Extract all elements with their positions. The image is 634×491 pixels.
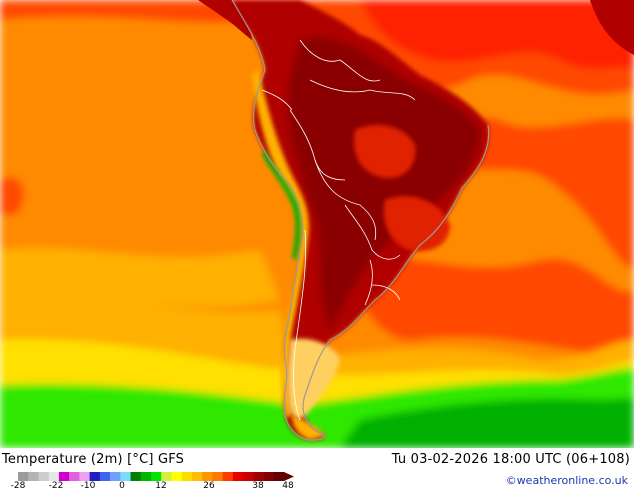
legend-swatch [161,472,172,481]
land-hottest-core [288,37,480,330]
legend-swatch [222,472,234,481]
legend-swatch [28,472,39,481]
country-borders [261,39,416,421]
legend-tick-label: 38 [252,481,264,491]
legend-swatch [181,472,193,481]
legend-tick-label: -22 [48,481,64,491]
legend-swatch [232,472,244,481]
ocean-atlantic-south [360,257,634,360]
legend-swatch [273,472,285,481]
ocean-south-cooler [0,297,634,390]
legend-swatch [202,472,213,481]
legend-swatch [18,472,29,481]
legend-swatch [58,472,70,481]
andes-green-streak [262,150,301,260]
continent [198,0,634,440]
legend-swatch [79,472,90,481]
legend-tick-label: -10 [80,481,96,491]
border-chile-argentina [293,229,307,421]
land-plateau-east [383,196,450,252]
border-colombia-venezuela [299,39,381,82]
border-argentina-uruguay [364,259,373,306]
legend-swatch [89,472,101,481]
ocean-south-cool [0,247,280,310]
legend-tick-label: -28 [10,481,26,491]
legend-swatch [110,472,121,481]
legend-tick-label: 0 [119,481,125,491]
tierra-del-fuego [292,415,325,440]
legend-swatch [38,472,49,481]
legend-swatch [69,472,80,481]
coastline [231,0,490,441]
patagonia-cool [287,338,340,419]
legend-tick-label: 26 [203,481,215,491]
legend-swatch [171,472,182,481]
temperature-map [0,0,634,448]
ocean-atlantic-tropic [360,0,634,70]
legend-swatch [99,472,111,481]
legend-swatch [48,472,60,481]
border-brazil-north [309,79,416,101]
border-paraguay [344,204,401,260]
footer-bar [0,448,634,490]
valid-time: Tu 03-02-2026 18:00 UTC (06+108) [391,452,630,467]
legend-swatch [253,472,264,481]
legend-swatch [140,472,152,481]
legend-swatch [263,472,275,481]
legend-tick-label: 12 [155,481,167,491]
legend-swatch [191,472,203,481]
andes-strip [252,70,309,418]
border-bolivia [314,159,377,241]
legend-swatch [120,472,131,481]
legend-tick-label: 48 [282,481,294,491]
credit-link[interactable]: ©weatheronline.co.uk [505,474,628,487]
ocean-pacific-warm-west [0,177,24,216]
border-brazil-uruguay [371,284,401,301]
map-title: Temperature (2m) [°C] GFS [2,452,185,467]
legend-swatch [151,472,162,481]
legend-swatch [130,472,142,481]
legend-swatch [212,472,223,481]
border-ecuador [261,89,293,111]
color-legend [18,472,294,481]
legend-arrow [284,472,294,481]
legend-swatch [243,472,254,481]
caribbean-island-east [590,0,634,55]
land-warm-plateau-north [354,125,416,179]
ocean-antarctic-deep-green [340,398,634,448]
